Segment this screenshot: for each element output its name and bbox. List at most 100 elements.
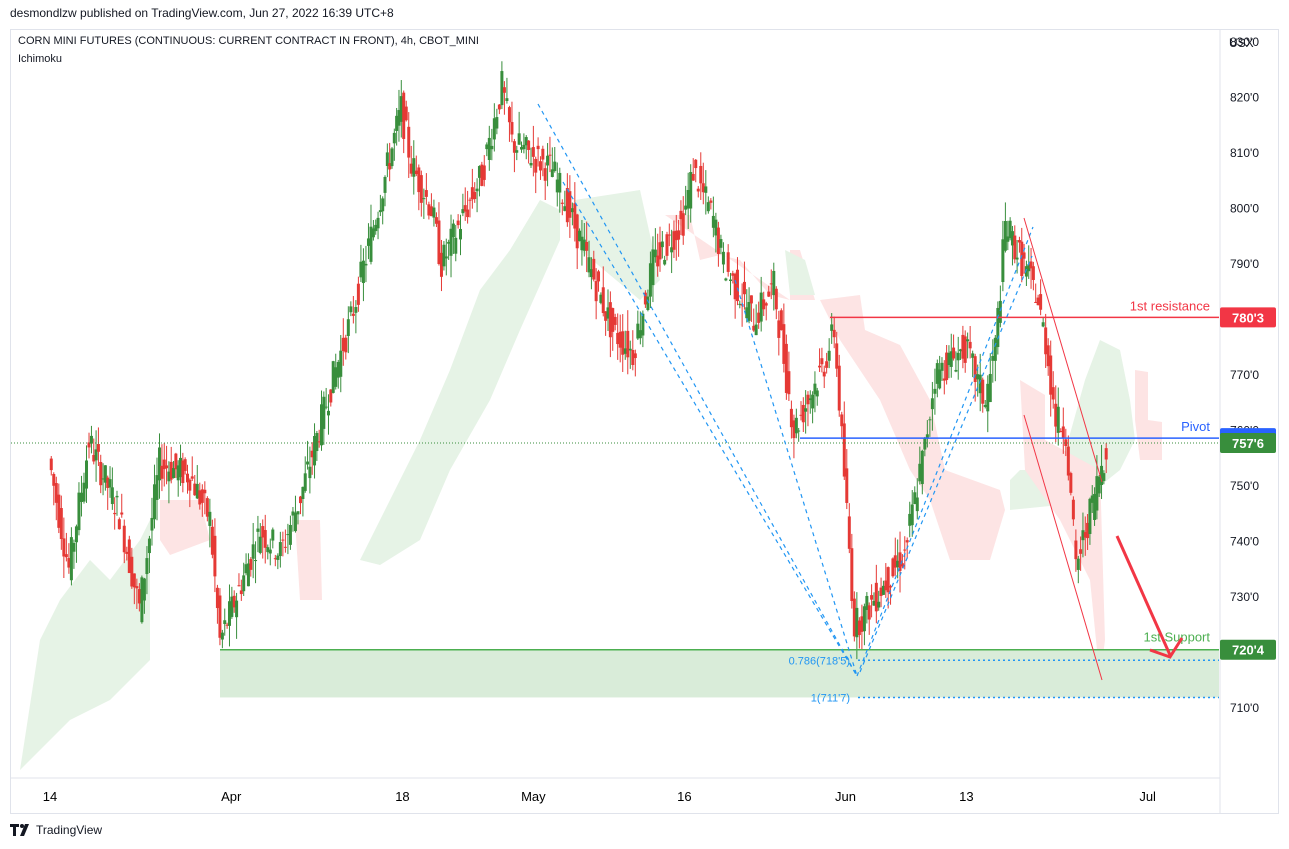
candle-body xyxy=(998,300,1002,323)
candle-body xyxy=(72,542,76,552)
candle-body xyxy=(306,461,310,465)
candle-body xyxy=(570,208,574,213)
candle xyxy=(623,330,627,360)
candle-body xyxy=(162,459,166,470)
brand-label: TradingView xyxy=(36,823,103,837)
y-tick-label: 750'0 xyxy=(1230,479,1259,493)
candle-body xyxy=(553,161,557,171)
candle xyxy=(468,197,472,218)
candle xyxy=(230,586,234,619)
candle xyxy=(565,173,569,227)
ichimoku-cloud-1 xyxy=(160,500,210,555)
candle xyxy=(140,575,144,624)
candle-body xyxy=(832,329,836,338)
candle xyxy=(1041,317,1045,328)
candle xyxy=(910,490,914,537)
candle xyxy=(198,482,202,510)
candle-body xyxy=(1029,261,1033,269)
candle-body xyxy=(940,362,944,371)
candle xyxy=(811,391,815,424)
candle xyxy=(689,164,693,223)
candle-body xyxy=(726,252,730,272)
candle xyxy=(1003,202,1007,253)
candle-body xyxy=(779,310,783,331)
candle xyxy=(935,359,939,398)
candle xyxy=(704,170,708,215)
candle xyxy=(324,387,328,410)
candle xyxy=(672,220,676,259)
candle xyxy=(822,365,826,389)
candle-body xyxy=(1041,322,1045,327)
candle-body xyxy=(670,247,674,253)
y-tick-label: 830'0 xyxy=(1230,35,1259,49)
fib-trend-line xyxy=(856,226,1034,677)
candle-body xyxy=(804,408,808,412)
candle xyxy=(660,230,664,259)
candle-body xyxy=(62,538,66,557)
candle-body xyxy=(745,307,749,319)
candle xyxy=(492,103,496,152)
candle-body xyxy=(117,519,121,530)
candle xyxy=(553,147,557,173)
candle-body xyxy=(74,526,78,543)
candle-body xyxy=(87,442,91,448)
y-tick-label: 770'0 xyxy=(1230,368,1259,382)
candle xyxy=(548,136,552,173)
candle-body xyxy=(1039,294,1043,310)
candle-body xyxy=(120,512,124,515)
candle-body xyxy=(96,444,100,452)
candle xyxy=(594,268,598,320)
candle xyxy=(510,101,514,143)
candle xyxy=(301,486,305,517)
candle xyxy=(893,537,897,576)
candle-body xyxy=(782,324,786,364)
candle-body xyxy=(242,575,246,592)
candle xyxy=(1083,516,1087,556)
candle xyxy=(656,233,660,277)
candle-body xyxy=(349,306,353,313)
candle xyxy=(251,522,255,579)
candle-body xyxy=(815,390,819,397)
candle-body xyxy=(801,404,805,423)
candle xyxy=(232,590,236,613)
candle xyxy=(167,461,171,504)
candle xyxy=(205,496,209,522)
candle xyxy=(993,335,997,382)
x-tick-label: Apr xyxy=(221,789,242,804)
candle xyxy=(898,531,902,593)
candle xyxy=(385,143,389,178)
candle-body xyxy=(495,117,499,129)
candle xyxy=(749,295,753,322)
candles xyxy=(49,61,1108,660)
candle-body xyxy=(361,260,365,284)
candle xyxy=(261,519,265,559)
candle xyxy=(475,178,479,213)
candle-body xyxy=(623,348,627,354)
candle xyxy=(706,196,710,214)
candle xyxy=(461,193,465,217)
candle xyxy=(813,371,817,413)
indicator-label[interactable]: Ichimoku xyxy=(18,53,63,65)
candle-body xyxy=(308,466,312,479)
tradingview-logo[interactable]: TradingView xyxy=(10,823,102,837)
candle-body xyxy=(560,202,564,204)
candle xyxy=(268,538,272,566)
candle-body xyxy=(665,234,669,256)
candle xyxy=(1061,407,1065,454)
candle-body xyxy=(976,374,980,380)
candle-body xyxy=(653,249,657,258)
candle xyxy=(1046,338,1050,376)
candle-body xyxy=(686,189,690,209)
candle xyxy=(762,291,766,316)
candle-body xyxy=(254,560,258,562)
candle xyxy=(174,452,178,478)
fib-trend-line xyxy=(537,103,858,677)
candle xyxy=(986,375,990,433)
candle-body xyxy=(913,492,917,505)
candle-body xyxy=(993,337,997,361)
candle xyxy=(930,381,934,431)
candle-body xyxy=(709,200,713,203)
candle-body xyxy=(933,388,937,394)
candle xyxy=(1036,294,1040,306)
